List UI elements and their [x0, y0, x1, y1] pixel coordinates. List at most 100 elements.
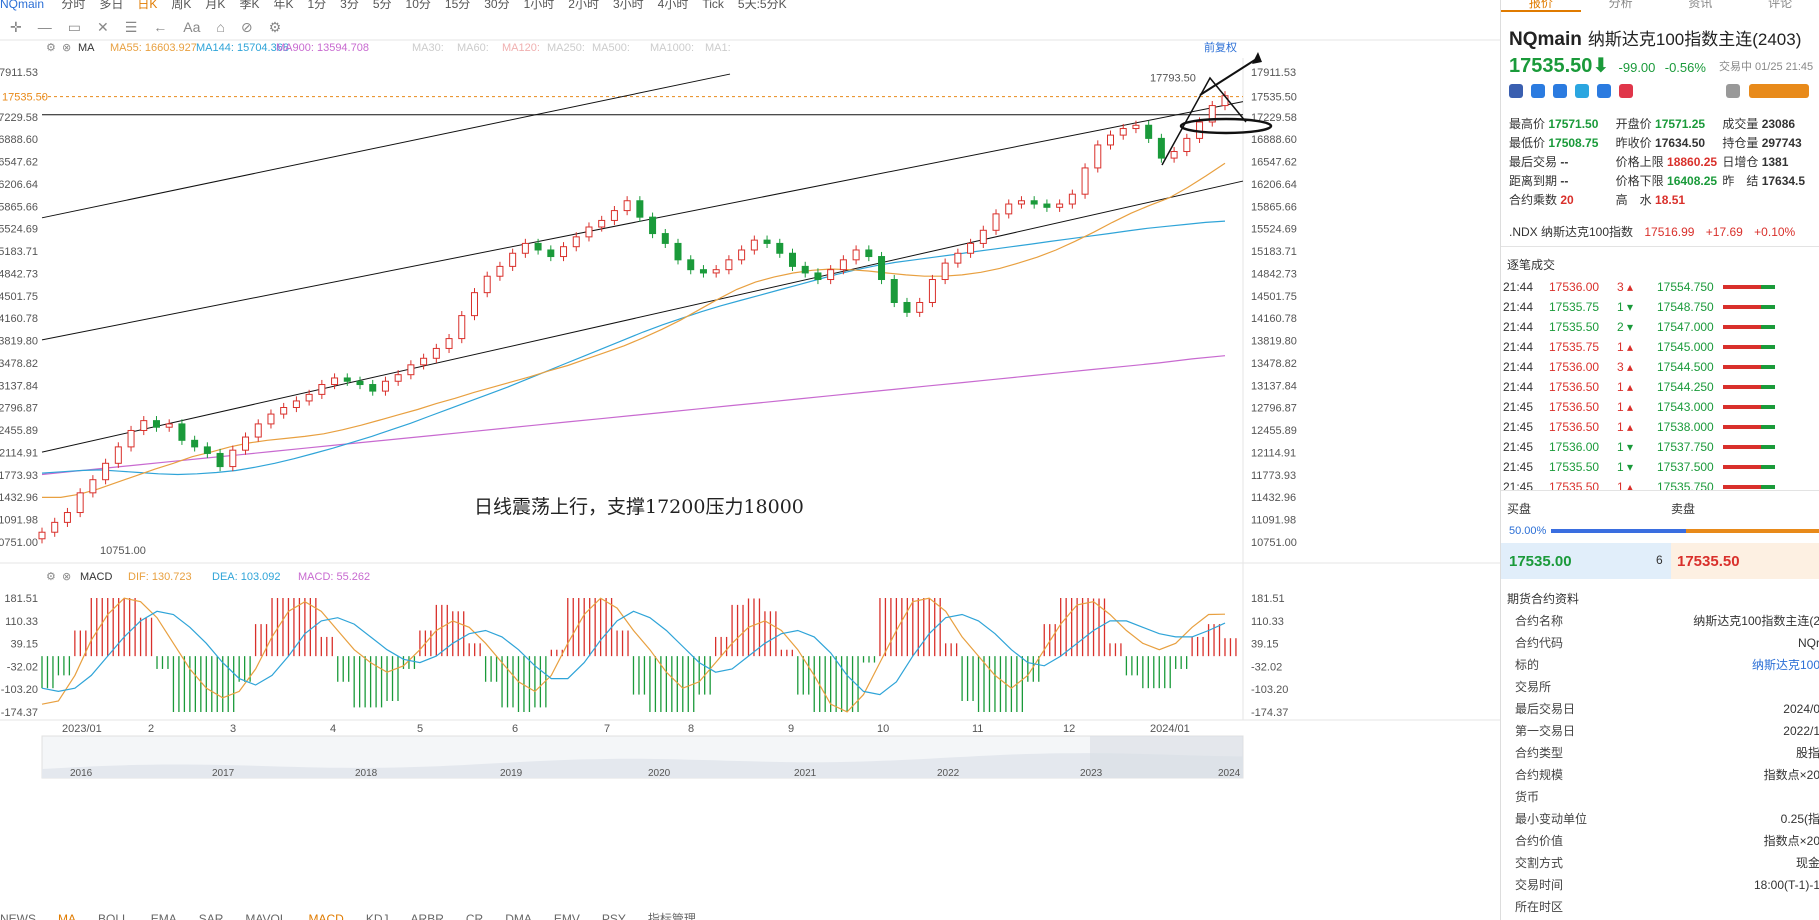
candle-body: [420, 357, 428, 366]
period-tab[interactable]: 日K: [137, 0, 158, 11]
candle-body: [407, 364, 415, 376]
period-tab[interactable]: 分时: [61, 0, 86, 11]
period-tab[interactable]: 15分: [444, 0, 471, 11]
us-flag-icon[interactable]: [1509, 84, 1523, 98]
info-row: 最后交易日 2024/0: [1501, 698, 1819, 720]
favorite-icon[interactable]: [1619, 84, 1633, 98]
indicator-tab[interactable]: BOLL: [98, 912, 129, 920]
y-tick-label: 13478.82: [0, 358, 38, 370]
indicator-tab[interactable]: CR: [465, 912, 484, 920]
candle-body: [738, 249, 746, 261]
drawn-arrow: [1161, 76, 1247, 166]
navigator-year: 2019: [500, 768, 523, 779]
settings-icon[interactable]: ⚙: [268, 18, 282, 35]
indicator-tab[interactable]: EMV: [553, 912, 580, 920]
indicator-tab[interactable]: EMA: [150, 912, 177, 920]
period-tab[interactable]: 多日: [99, 0, 124, 11]
tab-news[interactable]: 资讯: [1688, 0, 1713, 10]
period-tab[interactable]: 年K: [273, 0, 294, 11]
indicator-tab[interactable]: NEWS: [0, 912, 36, 920]
quick-trade-button[interactable]: [1749, 84, 1809, 98]
period-tab[interactable]: 1小时: [523, 0, 555, 11]
period-tab[interactable]: 3分: [340, 0, 359, 11]
period-tab[interactable]: 10分: [405, 0, 431, 11]
y-tick-label: 15183.71: [0, 246, 38, 258]
macd-y-tick-right: 110.33: [1251, 616, 1284, 628]
arrow-tool-icon[interactable]: ←: [153, 19, 168, 35]
stat-value: --: [1560, 174, 1569, 188]
period-tab[interactable]: 30分: [484, 0, 510, 11]
text-tool-icon[interactable]: Aa: [183, 19, 201, 35]
indicator-tab[interactable]: PSY: [601, 912, 626, 920]
bid-price: 17535.00: [1509, 553, 1572, 570]
ask-box[interactable]: 17535.50: [1671, 543, 1819, 579]
candle-body: [38, 531, 46, 540]
indicator-tab[interactable]: MACD: [308, 912, 344, 920]
level-bar-red: [1723, 385, 1761, 389]
crosshair-icon[interactable]: ✛: [10, 18, 22, 35]
period-tab[interactable]: Tick: [702, 0, 724, 11]
last-price: 17535.50: [1509, 55, 1593, 77]
tab-quote[interactable]: 报价: [1501, 0, 1581, 12]
indicator-tab[interactable]: ARBR: [410, 912, 444, 920]
period-tab[interactable]: 月K: [205, 0, 226, 11]
level-price: 17547.000: [1657, 320, 1714, 334]
period-tab[interactable]: 1分: [307, 0, 327, 11]
brush-icon[interactable]: ⌂: [216, 19, 225, 35]
main-chart-area[interactable]: ⚙ ⊗ MA MA55: 16603.927 MA144: 15704.368MA900…: [0, 0, 1500, 920]
indicator-tab[interactable]: DMA: [505, 912, 532, 920]
period-tab[interactable]: 5分: [372, 0, 392, 11]
trade-time: 21:44: [1503, 300, 1534, 314]
user-icon[interactable]: [1553, 84, 1567, 98]
symbol-tab[interactable]: NQmain: [0, 0, 45, 11]
bell-icon[interactable]: [1726, 84, 1740, 98]
macd-y-tick: 110.33: [5, 616, 38, 628]
tag-icon[interactable]: [1575, 84, 1589, 98]
trade-qty: 1 ▴: [1617, 420, 1634, 434]
info-title: 期货合约资料: [1507, 592, 1580, 606]
bid-box[interactable]: 17535.00 6: [1501, 543, 1671, 579]
info-row: 所在时区: [1501, 896, 1819, 918]
indicator-tab[interactable]: MA: [58, 912, 76, 920]
period-tab[interactable]: 3小时: [612, 0, 644, 11]
ma-legend-item: MA60:: [457, 42, 489, 54]
candle-body: [1107, 134, 1115, 146]
alert-icon[interactable]: [1531, 84, 1545, 98]
tab-analysis[interactable]: 分析: [1608, 0, 1633, 10]
eraser-icon[interactable]: ⊘: [240, 18, 253, 35]
fib-tool-icon[interactable]: ✕: [96, 18, 109, 35]
indicator-tab[interactable]: KDJ: [365, 912, 389, 920]
candle-body: [1056, 203, 1064, 208]
trades-list[interactable]: 21:44 17536.00 3 ▴ 17554.750 21:44 17535.75 1 …: [1501, 277, 1819, 497]
info-label: 最后交易日: [1515, 702, 1576, 716]
settings-icon: ⚙: [46, 42, 56, 54]
fuquan-button[interactable]: 前复权: [1204, 40, 1237, 54]
period-tab[interactable]: 季K: [239, 0, 260, 11]
trade-time: 21:45: [1503, 400, 1534, 414]
indicator-tab[interactable]: MAVOL: [245, 912, 287, 920]
indicator-tab[interactable]: 指标管理: [647, 912, 696, 920]
period-tab[interactable]: 5天:5分K: [737, 0, 787, 11]
y-tick-label: 15865.66: [0, 201, 38, 213]
stat-value: 1381: [1761, 155, 1789, 169]
stat-cell: 高 水 18.51: [1616, 191, 1723, 210]
shape-tool-icon[interactable]: ▭: [67, 18, 81, 35]
info-row: 合约规模 指数点×20: [1501, 764, 1819, 786]
line-tool-icon[interactable]: —: [37, 19, 52, 35]
candle-body: [699, 269, 707, 274]
period-tab[interactable]: 周K: [171, 0, 192, 11]
info-row: 交割方式 现金: [1501, 852, 1819, 874]
level-bar-red: [1723, 465, 1761, 469]
info-label: 最小变动单位: [1515, 812, 1588, 826]
indicator-tab[interactable]: SAR: [198, 912, 224, 920]
trade-qty: 1 ▴: [1617, 480, 1634, 494]
note-icon[interactable]: [1597, 84, 1611, 98]
ma-legend-item: MA900: 13594.708: [276, 42, 369, 54]
tab-comments[interactable]: 评论: [1768, 0, 1793, 10]
channel-tool-icon[interactable]: ☰: [124, 18, 138, 35]
ndx-index: .NDX 纳斯达克100指数 17516.99 +17.69 +0.10%: [1509, 223, 1795, 240]
period-tab[interactable]: 4小时: [657, 0, 689, 11]
ndx-pct: +0.10%: [1754, 225, 1796, 239]
period-tab[interactable]: 2小时: [568, 0, 599, 11]
ma-legend-item: MA500:: [592, 42, 630, 54]
